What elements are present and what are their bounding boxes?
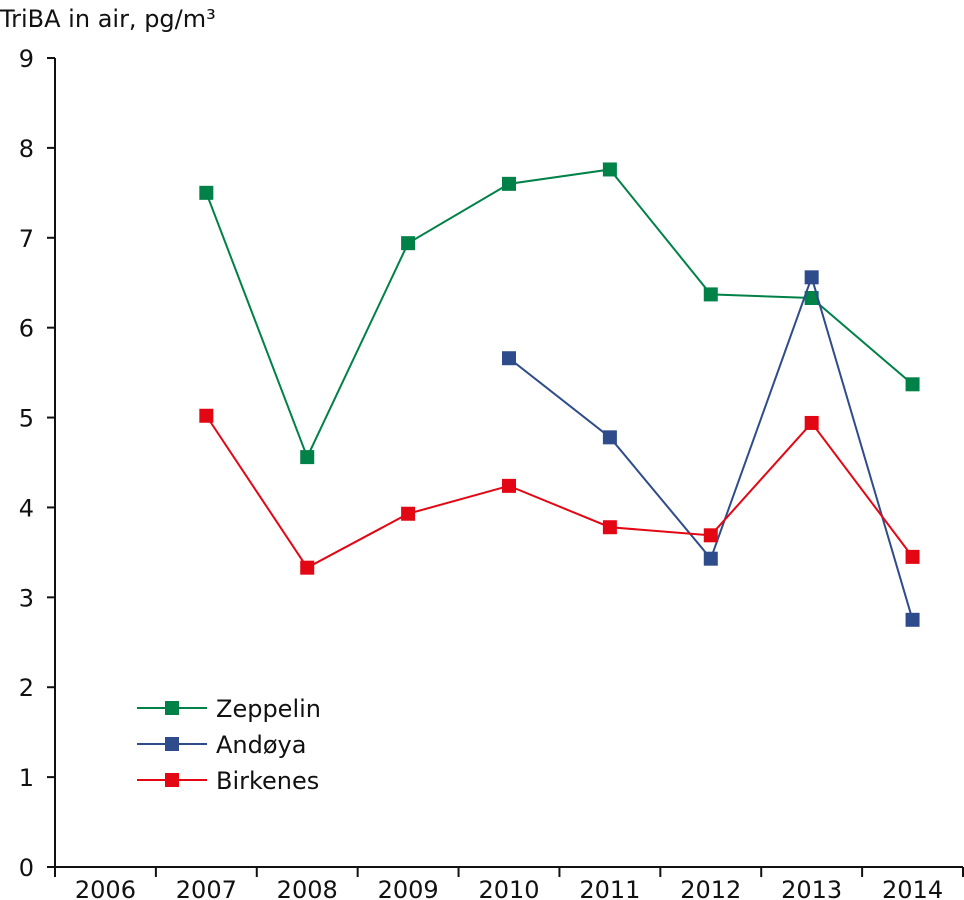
series-birkenes: [199, 408, 920, 575]
x-tick-label: 2008: [277, 876, 338, 900]
data-point-marker: [804, 415, 819, 430]
data-point-marker: [300, 450, 315, 465]
data-point-marker: [703, 287, 718, 302]
y-tick-label: 1: [19, 764, 34, 792]
x-ticks: 2006 2007 2008 2009 2010 2011 2012 2013 2014: [54, 867, 964, 900]
data-point-marker: [602, 430, 617, 445]
y-tick-label: 9: [19, 45, 34, 73]
data-point-marker: [602, 162, 617, 177]
data-point-marker: [703, 551, 718, 566]
y-axis-title: TriBA in air, pg/m³: [0, 5, 216, 33]
x-tick-label: 2009: [378, 876, 439, 900]
x-tick-label: 2011: [579, 876, 640, 900]
y-tick-label: 4: [19, 494, 34, 522]
x-tick-label: 2007: [176, 876, 237, 900]
data-point-marker: [703, 528, 718, 543]
data-point-marker: [502, 351, 516, 366]
data-point-marker: [199, 408, 214, 423]
axes: [47, 58, 963, 875]
data-point-marker: [502, 478, 516, 493]
legend-label: Zeppelin: [216, 695, 321, 723]
x-tick-label: 2013: [781, 876, 842, 900]
data-point-marker: [502, 176, 516, 191]
data-point-marker: [199, 185, 214, 200]
legend-item: Andøya: [137, 731, 306, 759]
data-point-marker: [602, 520, 617, 535]
series-line: [205, 415, 914, 569]
y-tick-label: 6: [19, 315, 34, 343]
data-point-marker: [905, 549, 920, 564]
data-point-marker: [300, 560, 315, 575]
y-tick-label: 5: [19, 405, 34, 433]
legend-marker: [165, 701, 179, 715]
data-point-marker: [804, 270, 819, 285]
data-point-marker: [905, 612, 920, 627]
legend-label: Andøya: [216, 731, 306, 759]
legend-marker: [165, 773, 179, 787]
series-group: [199, 162, 920, 627]
y-ticks: 0 1 2 3 4 5 6 7 8 9: [19, 45, 55, 882]
x-tick-label: 2010: [478, 876, 539, 900]
series-line: [508, 274, 914, 621]
data-point-marker: [401, 506, 416, 521]
data-point-marker: [401, 236, 416, 251]
data-point-marker: [905, 377, 920, 392]
series-zeppelin: [199, 162, 920, 465]
y-tick-label: 3: [19, 584, 34, 612]
legend-label: Birkenes: [216, 767, 319, 795]
y-tick-label: 8: [19, 135, 34, 163]
x-tick-label: 2012: [680, 876, 741, 900]
legend: Zeppelin Andøya Birkenes: [137, 695, 321, 795]
legend-item: Zeppelin: [137, 695, 321, 723]
y-tick-label: 2: [19, 674, 34, 702]
series-line: [205, 168, 914, 460]
y-tick-label: 7: [19, 225, 34, 253]
series-andøya: [502, 270, 920, 627]
legend-marker: [165, 737, 179, 751]
x-tick-label: 2014: [882, 876, 943, 900]
legend-item: Birkenes: [137, 767, 319, 795]
y-tick-label: 0: [19, 854, 34, 882]
data-point-marker: [804, 291, 819, 306]
x-tick-label: 2006: [75, 876, 136, 900]
